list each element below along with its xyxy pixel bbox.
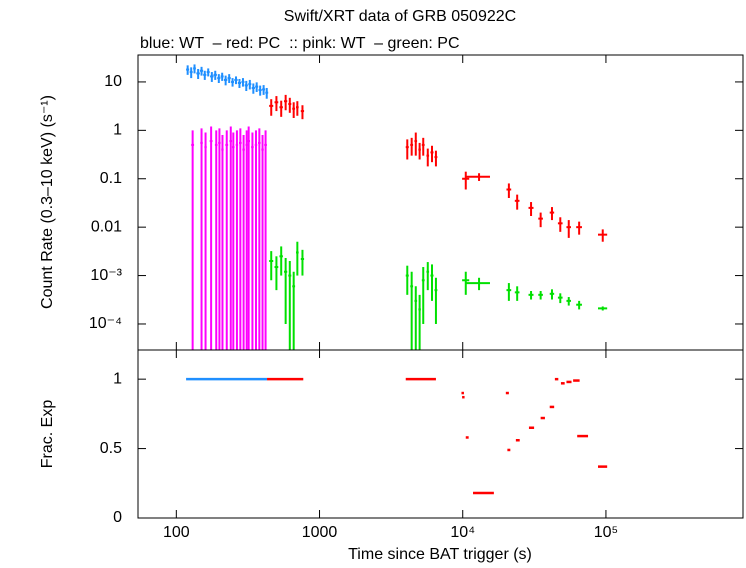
y-axis-label: Count Rate (0.3–10 keV) (s⁻¹): [39, 95, 56, 309]
y-axis-label: Frac. Exp: [39, 400, 56, 469]
frame: [137, 349, 744, 519]
x-axis-label: Time since BAT trigger (s): [348, 546, 532, 563]
y-tick-label: 1: [113, 122, 122, 139]
y-tick-label: 0.1: [100, 170, 122, 187]
chart-subtitle: blue: WT – red: PC :: pink: WT – green: …: [140, 35, 460, 52]
plot-area: [186, 377, 608, 495]
y-tick-label: 10: [104, 73, 122, 90]
plot-area: [186, 64, 608, 350]
y-tick-label: 10⁻³: [90, 267, 122, 284]
y-tick-label: 1: [113, 370, 122, 387]
x-tick-label: 100: [163, 524, 190, 541]
y-tick-label: 0.01: [91, 218, 122, 235]
x-tick-label: 10⁵: [594, 524, 618, 541]
y-tick-label: 0: [113, 509, 122, 526]
x-tick-label: 1000: [302, 524, 338, 541]
frame: [137, 54, 744, 351]
axes: 100 1000 10⁴ 10⁵ 10 1 0.1 0.01 10⁻³ 10⁻⁴ 0 0.5 1: [89, 55, 743, 541]
y-tick-label: 0.5: [100, 440, 122, 457]
x-tick-label: 10⁴: [450, 524, 475, 541]
chart-title: Swift/XRT data of GRB 050922C: [284, 8, 516, 25]
y-tick-label: 10⁻⁴: [89, 315, 122, 332]
